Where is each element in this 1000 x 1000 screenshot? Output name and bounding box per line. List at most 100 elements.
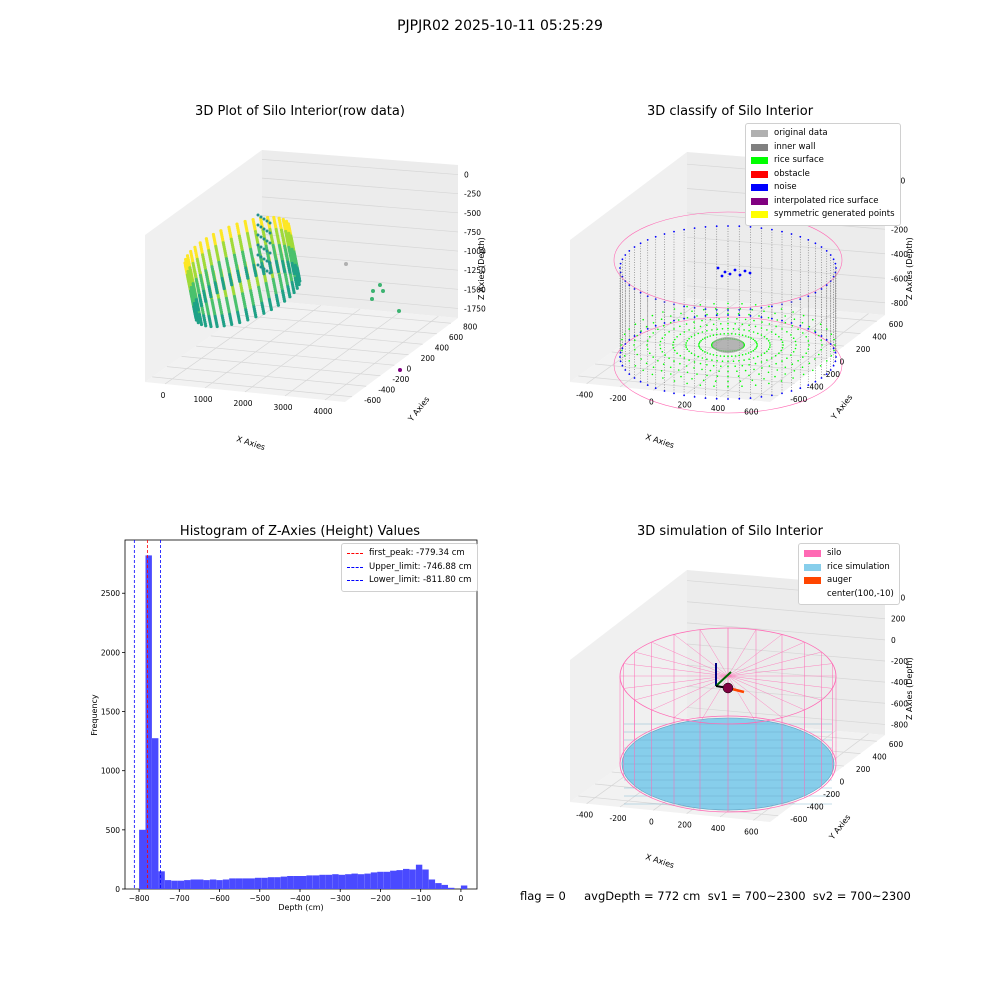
- rice-surface-point: [748, 358, 750, 361]
- y-tick-label: 0: [840, 358, 845, 367]
- legend-entry: Lower_limit: -811.80 cm: [347, 574, 472, 588]
- rice-surface-point: [754, 348, 756, 351]
- rice-surface-point: [660, 318, 663, 321]
- histogram-bar: [448, 887, 455, 889]
- noise-point: [832, 347, 835, 350]
- legend-label: rice surface: [774, 155, 824, 165]
- rice-surface-point: [716, 328, 718, 331]
- rice-surface-point: [699, 304, 702, 306]
- rice-surface-point: [812, 369, 814, 372]
- x-tick-label: −400: [290, 894, 311, 903]
- noise-point: [624, 254, 627, 256]
- histogram-bar: [254, 877, 262, 889]
- data-point: [288, 270, 292, 274]
- rice-surface-point: [621, 338, 623, 341]
- noise-point: [646, 239, 649, 241]
- noise-point: [693, 396, 696, 398]
- histogram-bar: [242, 878, 249, 889]
- noise-point: [654, 387, 657, 390]
- x-tick-label: 0: [649, 817, 654, 826]
- z-gridline: [686, 261, 886, 279]
- x-tick-label: 200: [678, 821, 693, 830]
- noise-point: [749, 308, 752, 310]
- rice-surface-point: [761, 367, 763, 369]
- rice-surface-point: [791, 325, 794, 327]
- rice-surface-point: [628, 360, 630, 362]
- y-gridline: [196, 345, 395, 366]
- rice-surface-point: [745, 335, 747, 337]
- panel3-xlabel: Depth (cm): [278, 903, 323, 912]
- rice-surface-point: [709, 318, 712, 321]
- noise-point: [771, 305, 773, 308]
- noise-point: [829, 254, 832, 256]
- x-tick-label: 4000: [313, 407, 332, 416]
- data-point: [268, 241, 272, 245]
- rice-surface-point: [662, 377, 664, 379]
- rice-surface-point: [712, 354, 715, 356]
- rice-surface-point: [702, 308, 705, 311]
- z-tick-label: 200: [891, 615, 906, 624]
- rice-surface-point: [677, 319, 680, 321]
- silo-wire: [727, 675, 822, 701]
- data-point: [268, 271, 272, 275]
- y-gridline: [210, 335, 409, 356]
- panel2-legend: original data inner wall rice surface obsta…: [745, 123, 901, 226]
- rice-surface-point: [691, 310, 693, 313]
- noise-point: [619, 262, 622, 265]
- noise-point: [693, 316, 696, 318]
- z-tick-label: -400: [891, 250, 908, 259]
- legend-entry: interpolated rice surface: [751, 195, 895, 209]
- rice-surface-point: [781, 328, 783, 330]
- z-gridline: [686, 622, 886, 641]
- rice-surface-point: [634, 365, 637, 367]
- noise-point: [781, 319, 783, 322]
- panel1-ylabel: Y Axies: [406, 395, 432, 424]
- rice-surface-point: [706, 330, 708, 332]
- rice-surface-point: [672, 347, 675, 349]
- histogram-bar: [280, 876, 288, 889]
- data-point: [199, 303, 204, 308]
- noise-point: [760, 227, 763, 230]
- rice-surface-point: [741, 364, 744, 367]
- legend-label: obstacle: [774, 168, 810, 179]
- histogram-bar: [415, 864, 423, 889]
- rice-surface-point: [713, 385, 715, 388]
- noise-point: [771, 317, 773, 320]
- rice-surface-point: [750, 351, 752, 353]
- x-tick-label: -200: [609, 814, 626, 823]
- rice-surface-point: [727, 307, 729, 310]
- rice-surface-point: [814, 358, 816, 360]
- data-point: [259, 255, 263, 259]
- auger-y-arrow: [715, 671, 732, 687]
- histogram-bar: [261, 877, 268, 889]
- noise-point: [639, 380, 642, 383]
- rice-surface-point: [756, 345, 758, 348]
- rice-surface-point: [805, 352, 807, 355]
- z-tick-label: -750: [464, 228, 481, 237]
- x-tick-label: 400: [711, 404, 726, 413]
- rice-surface-point: [634, 323, 637, 326]
- x-gridline: [204, 305, 322, 389]
- noise-point: [704, 315, 707, 317]
- rice-surface-point: [652, 366, 655, 369]
- noise-point: [654, 235, 657, 238]
- data-point: [262, 267, 266, 271]
- x-tick-label: −200: [370, 894, 391, 903]
- histogram-bar: [177, 880, 185, 889]
- noise-point: [799, 298, 802, 301]
- rice-surface-point: [786, 331, 788, 333]
- y-tick-label: 0: [406, 364, 411, 373]
- rice-surface-point: [721, 328, 724, 330]
- rice-surface-point: [795, 344, 797, 346]
- noise-point: [663, 322, 666, 324]
- rice-surface-point: [693, 361, 696, 363]
- rice-surface-point: [793, 318, 796, 321]
- legend-entry: inner wall: [751, 141, 895, 155]
- rice-surface-point: [640, 330, 642, 332]
- y-tick-label: 500: [106, 826, 121, 835]
- rice-surface-point: [802, 373, 805, 376]
- z-gridline: [261, 234, 459, 252]
- rice-surface-point: [706, 313, 708, 316]
- rice-surface-point: [748, 324, 750, 327]
- rice-surface-point: [807, 340, 810, 342]
